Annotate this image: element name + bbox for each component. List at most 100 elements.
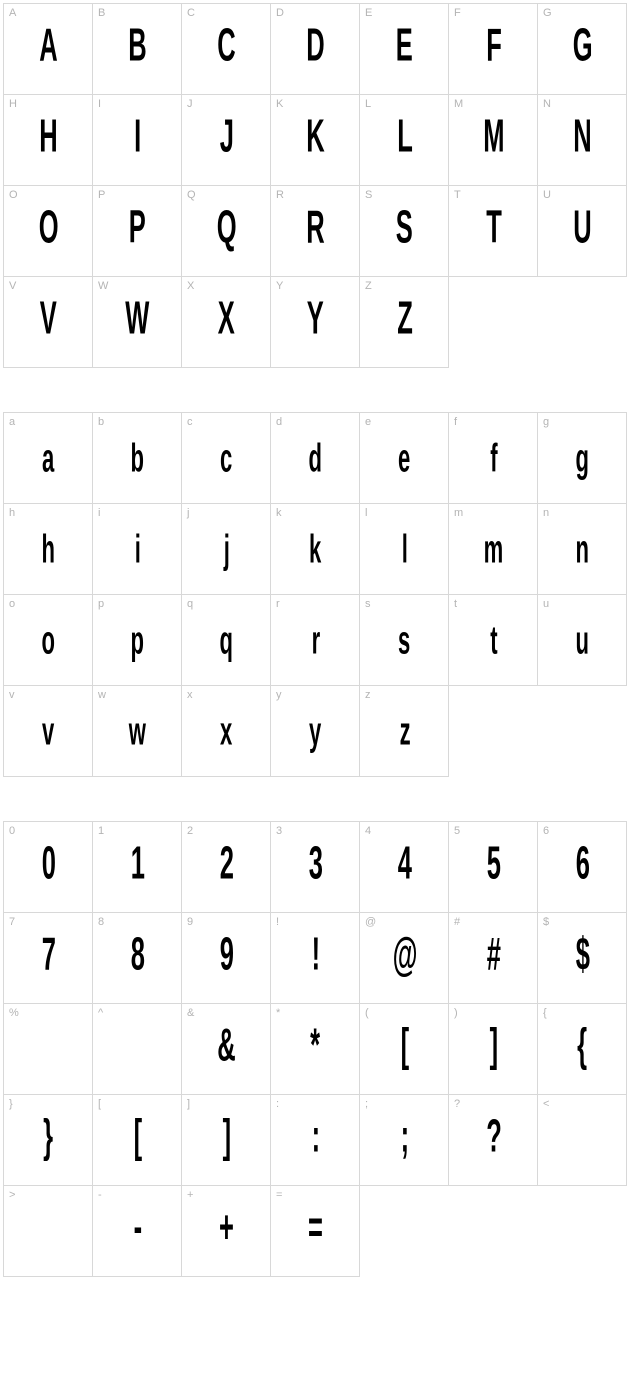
glyph-label: P xyxy=(98,189,105,201)
character-map: AABBCCDDEEFFGGHHIIJJKKLLMMNNOOPPQQRRSSTT… xyxy=(3,3,637,1276)
glyph-label: 0 xyxy=(9,825,15,837)
glyph-label: H xyxy=(9,98,17,110)
glyph-section-lowercase: aabbccddeeffgghhiijjkkllmmnnooppqqrrsstt… xyxy=(3,412,637,776)
glyph-char: 5 xyxy=(486,841,499,887)
glyph-cell: nn xyxy=(537,503,627,595)
glyph-cell: {{ xyxy=(537,1003,627,1095)
glyph-char: 0 xyxy=(41,841,54,887)
glyph-label: K xyxy=(276,98,283,110)
glyph-cell: oo xyxy=(3,594,93,686)
glyph-cell: qq xyxy=(181,594,271,686)
glyph-cell: )] xyxy=(448,1003,538,1095)
glyph-label: ? xyxy=(454,1098,460,1110)
glyph-label: + xyxy=(187,1189,193,1201)
glyph-label: # xyxy=(454,916,460,928)
glyph-cell: 88 xyxy=(92,912,182,1004)
glyph-grid: 00112233445566778899!!@@##$$%.^.&&**([)]… xyxy=(3,821,635,1276)
glyph-char: R xyxy=(306,205,323,251)
glyph-char: 2 xyxy=(219,841,232,887)
glyph-label: T xyxy=(454,189,461,201)
glyph-label: b xyxy=(98,416,104,428)
glyph-cell: WW xyxy=(92,276,182,368)
glyph-cell: vv xyxy=(3,685,93,777)
glyph-char: P xyxy=(129,205,145,251)
glyph-label: y xyxy=(276,689,282,701)
glyph-char: E xyxy=(396,23,412,69)
glyph-label: l xyxy=(365,507,367,519)
glyph-char: O xyxy=(39,205,58,251)
glyph-char: l xyxy=(402,530,407,570)
glyph-cell: >. xyxy=(3,1185,93,1277)
glyph-label: r xyxy=(276,598,280,610)
glyph-char: e xyxy=(398,439,409,479)
glyph-char: $ xyxy=(575,932,588,978)
glyph-label: B xyxy=(98,7,105,19)
glyph-char: c xyxy=(220,439,231,479)
glyph-cell: ;; xyxy=(359,1094,449,1186)
glyph-label: Z xyxy=(365,280,372,292)
glyph-cell: AA xyxy=(3,3,93,95)
glyph-cell: 44 xyxy=(359,821,449,913)
glyph-label: { xyxy=(543,1007,547,1019)
glyph-char: I xyxy=(134,114,140,160)
glyph-char: * xyxy=(311,1023,320,1069)
glyph-cell: !! xyxy=(270,912,360,1004)
glyph-char: b xyxy=(131,439,143,479)
glyph-cell: 55 xyxy=(448,821,538,913)
glyph-char: D xyxy=(306,23,323,69)
glyph-label: I xyxy=(98,98,101,110)
glyph-label: % xyxy=(9,1007,19,1019)
glyph-label: W xyxy=(98,280,108,292)
glyph-label: @ xyxy=(365,916,376,928)
glyph-label: & xyxy=(187,1007,194,1019)
glyph-char: A xyxy=(39,23,56,69)
glyph-cell: == xyxy=(270,1185,360,1277)
glyph-char: T xyxy=(486,205,500,251)
glyph-char: k xyxy=(309,530,320,570)
glyph-label: w xyxy=(98,689,106,701)
glyph-char: 9 xyxy=(219,932,232,978)
glyph-char: ] xyxy=(489,1023,496,1069)
glyph-char: M xyxy=(483,114,503,160)
glyph-label: Q xyxy=(187,189,196,201)
glyph-cell: TT xyxy=(448,185,538,277)
glyph-char: S xyxy=(396,205,412,251)
glyph-label: J xyxy=(187,98,193,110)
glyph-cell: yy xyxy=(270,685,360,777)
glyph-label: c xyxy=(187,416,193,428)
glyph-label: a xyxy=(9,416,15,428)
glyph-char: K xyxy=(306,114,323,160)
glyph-cell: ll xyxy=(359,503,449,595)
glyph-label: f xyxy=(454,416,457,428)
glyph-char: - xyxy=(133,1205,140,1251)
glyph-label: M xyxy=(454,98,463,110)
glyph-cell: && xyxy=(181,1003,271,1095)
glyph-cell: MM xyxy=(448,94,538,186)
glyph-label: [ xyxy=(98,1098,101,1110)
glyph-label: x xyxy=(187,689,193,701)
glyph-cell: 66 xyxy=(537,821,627,913)
glyph-label: ; xyxy=(365,1098,368,1110)
glyph-char: g xyxy=(576,439,588,479)
glyph-char: Y xyxy=(307,296,323,342)
glyph-label: D xyxy=(276,7,284,19)
glyph-label: ] xyxy=(187,1098,190,1110)
glyph-label: d xyxy=(276,416,282,428)
glyph-char: m xyxy=(484,530,502,570)
glyph-cell: hh xyxy=(3,503,93,595)
glyph-label: X xyxy=(187,280,194,292)
glyph-char: w xyxy=(129,712,145,752)
glyph-char: ] xyxy=(222,1114,229,1160)
glyph-char: @ xyxy=(392,932,416,978)
glyph-grid: aabbccddeeffgghhiijjkkllmmnnooppqqrrsstt… xyxy=(3,412,635,776)
glyph-cell: cc xyxy=(181,412,271,504)
glyph-char: z xyxy=(399,712,409,752)
glyph-cell: VV xyxy=(3,276,93,368)
glyph-label: o xyxy=(9,598,15,610)
glyph-cell: ww xyxy=(92,685,182,777)
glyph-char: a xyxy=(42,439,53,479)
glyph-char: o xyxy=(42,621,54,661)
glyph-cell: SS xyxy=(359,185,449,277)
glyph-label: 6 xyxy=(543,825,549,837)
glyph-char: i xyxy=(135,530,140,570)
